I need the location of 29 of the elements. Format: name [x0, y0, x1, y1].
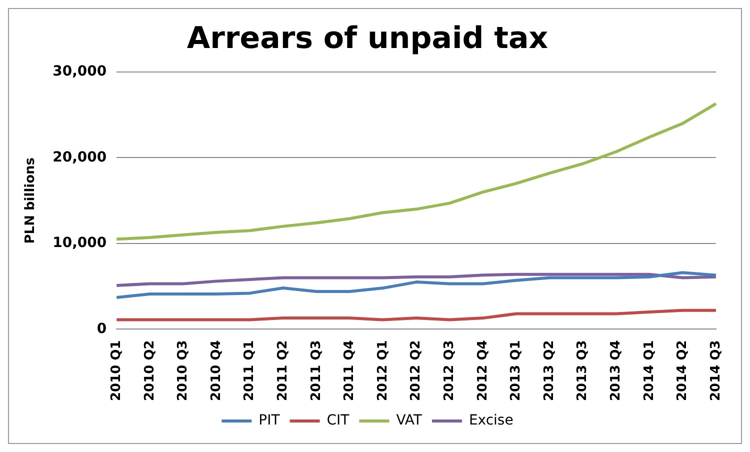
x-tick-label: 2012 Q2 [408, 340, 424, 402]
y-tick-label: 10,000 [52, 235, 107, 252]
x-tick-label: 2013 Q2 [542, 340, 557, 402]
y-axis-title: PLN billions [23, 157, 38, 244]
legend-label: Excise [468, 412, 514, 429]
legend-label: CIT [326, 412, 350, 429]
x-tick-label: 2011 Q4 [342, 340, 358, 402]
y-tick-label: 20,000 [52, 149, 107, 166]
x-tick-label: 2011 Q2 [275, 340, 290, 402]
x-tick-label: 2012 Q3 [442, 340, 457, 402]
x-tick-label: 2013 Q1 [508, 340, 524, 402]
x-tick-label: 2014 Q1 [642, 340, 657, 402]
x-tick-label: 2012 Q4 [475, 340, 490, 402]
x-tick-label: 2014 Q2 [675, 340, 690, 402]
legend-label: VAT [396, 412, 422, 429]
x-tick-label: 2014 Q3 [708, 340, 724, 402]
x-tick-label: 2013 Q4 [608, 340, 624, 402]
legend-label: PIT [258, 412, 280, 429]
x-tick-label: 2011 Q3 [308, 340, 324, 402]
x-tick-label: 2010 Q4 [208, 340, 224, 402]
y-tick-label: 0 [96, 320, 107, 337]
x-tick-label: 2012 Q1 [375, 340, 390, 402]
x-tick-label: 2010 Q3 [176, 340, 191, 402]
chart-title: Arrears of unpaid tax [186, 20, 548, 56]
x-tick-label: 2010 Q1 [109, 340, 124, 402]
x-tick-label: 2010 Q2 [142, 340, 158, 402]
x-tick-label: 2013 Q3 [575, 340, 590, 402]
x-tick-label: 2011 Q1 [242, 340, 258, 402]
y-tick-label: 30,000 [52, 64, 107, 80]
